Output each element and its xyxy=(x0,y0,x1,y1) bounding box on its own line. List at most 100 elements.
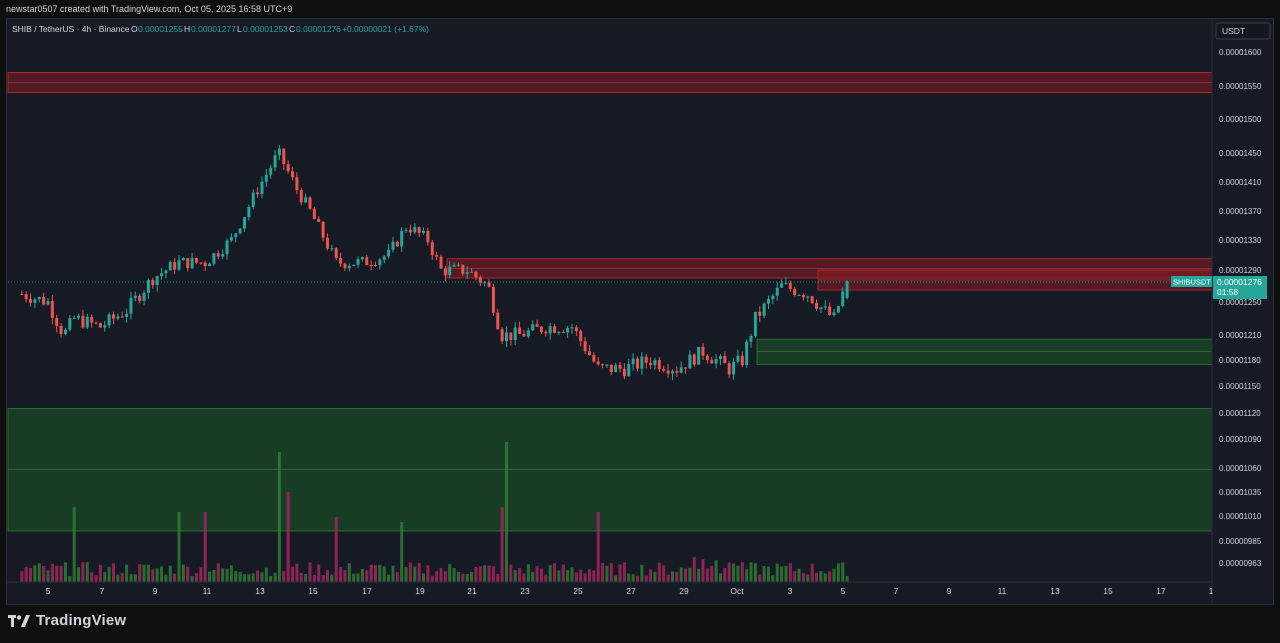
candle-body[interactable] xyxy=(317,219,321,222)
candle-body[interactable] xyxy=(491,286,495,313)
candle-body[interactable] xyxy=(94,322,98,324)
candle-body[interactable] xyxy=(103,325,107,328)
candle-body[interactable] xyxy=(430,242,434,256)
candle-body[interactable] xyxy=(443,268,447,276)
candle-body[interactable] xyxy=(264,174,268,182)
candle-body[interactable] xyxy=(155,276,159,286)
candle-body[interactable] xyxy=(77,315,81,318)
candle-body[interactable] xyxy=(247,206,251,218)
candle-body[interactable] xyxy=(500,329,504,342)
candle-body[interactable] xyxy=(845,281,849,298)
candle-body[interactable] xyxy=(151,279,155,286)
candle-body[interactable] xyxy=(644,356,648,363)
candle-body[interactable] xyxy=(190,258,194,269)
candle-body[interactable] xyxy=(116,316,120,319)
candle-body[interactable] xyxy=(570,327,574,329)
candle-body[interactable] xyxy=(470,271,474,273)
candle-body[interactable] xyxy=(339,258,343,264)
candle-body[interactable] xyxy=(705,355,709,361)
candle-body[interactable] xyxy=(736,355,740,362)
candle-body[interactable] xyxy=(505,332,508,342)
candle-body[interactable] xyxy=(801,295,805,298)
candle-body[interactable] xyxy=(37,297,41,300)
candle-body[interactable] xyxy=(20,294,24,295)
candle-body[interactable] xyxy=(243,217,246,229)
candle-body[interactable] xyxy=(531,324,535,331)
candle-body[interactable] xyxy=(42,297,46,305)
candle-body[interactable] xyxy=(186,258,190,269)
candle-body[interactable] xyxy=(439,256,443,269)
candle-body[interactable] xyxy=(173,262,177,270)
candle-body[interactable] xyxy=(164,270,168,274)
candle-body[interactable] xyxy=(688,354,692,369)
candle-body[interactable] xyxy=(662,369,666,371)
candle-body[interactable] xyxy=(98,323,102,328)
candle-body[interactable] xyxy=(260,181,264,195)
candle-body[interactable] xyxy=(579,331,583,342)
candle-body[interactable] xyxy=(29,299,33,303)
candle-body[interactable] xyxy=(788,283,792,290)
candle-body[interactable] xyxy=(168,262,172,271)
candle-body[interactable] xyxy=(291,171,295,178)
candle-body[interactable] xyxy=(238,228,242,234)
candle-body[interactable] xyxy=(304,197,308,203)
candle-body[interactable] xyxy=(55,317,59,326)
candle-body[interactable] xyxy=(561,332,565,334)
candle-body[interactable] xyxy=(378,259,382,266)
candle-body[interactable] xyxy=(810,296,814,304)
candle-body[interactable] xyxy=(321,221,325,238)
candle-body[interactable] xyxy=(299,189,303,203)
candle-body[interactable] xyxy=(745,341,749,366)
candle-body[interactable] xyxy=(618,365,622,369)
candle-body[interactable] xyxy=(596,361,600,365)
candle-body[interactable] xyxy=(622,368,626,377)
candle-body[interactable] xyxy=(360,257,364,260)
candle-body[interactable] xyxy=(548,326,552,334)
candle-body[interactable] xyxy=(387,249,391,257)
candle-body[interactable] xyxy=(273,155,277,168)
candle-body[interactable] xyxy=(740,355,744,366)
candle-body[interactable] xyxy=(199,262,203,264)
candle-body[interactable] xyxy=(312,208,316,220)
candle-body[interactable] xyxy=(797,295,801,297)
candle-body[interactable] xyxy=(784,283,788,285)
candle-body[interactable] xyxy=(308,197,312,209)
candle-body[interactable] xyxy=(50,301,54,318)
candle-body[interactable] xyxy=(334,248,338,259)
candle-body[interactable] xyxy=(823,306,827,308)
candle-body[interactable] xyxy=(841,291,845,307)
candle-body[interactable] xyxy=(295,177,299,190)
candle-body[interactable] xyxy=(251,192,255,207)
candle-body[interactable] xyxy=(828,306,832,316)
candle-body[interactable] xyxy=(142,292,146,301)
candle-body[interactable] xyxy=(413,227,417,233)
candle-body[interactable] xyxy=(631,358,635,365)
candle-body[interactable] xyxy=(666,370,670,374)
candle-body[interactable] xyxy=(718,356,722,360)
candle-body[interactable] xyxy=(640,356,644,369)
candle-body[interactable] xyxy=(836,306,840,313)
candle-body[interactable] xyxy=(256,192,260,195)
candle-body[interactable] xyxy=(710,360,714,364)
candle-body[interactable] xyxy=(448,266,452,276)
candle-body[interactable] xyxy=(408,229,412,233)
candle-body[interactable] xyxy=(522,333,526,337)
candle-body[interactable] xyxy=(657,360,661,370)
candle-body[interactable] xyxy=(684,367,688,369)
candle-body[interactable] xyxy=(697,346,701,365)
candle-body[interactable] xyxy=(574,327,578,332)
candle-body[interactable] xyxy=(234,233,238,238)
candle-body[interactable] xyxy=(72,317,76,319)
candle-body[interactable] xyxy=(587,351,591,356)
tradingview-logo[interactable]: TradingView xyxy=(8,612,126,629)
candle-body[interactable] xyxy=(483,282,487,284)
candle-body[interactable] xyxy=(325,237,329,249)
candle-body[interactable] xyxy=(330,248,334,250)
candle-body[interactable] xyxy=(24,294,28,300)
candle-body[interactable] xyxy=(465,272,469,274)
candle-body[interactable] xyxy=(679,367,683,373)
candle-body[interactable] xyxy=(553,326,557,333)
candle-body[interactable] xyxy=(81,315,85,328)
candle-body[interactable] xyxy=(177,260,181,270)
